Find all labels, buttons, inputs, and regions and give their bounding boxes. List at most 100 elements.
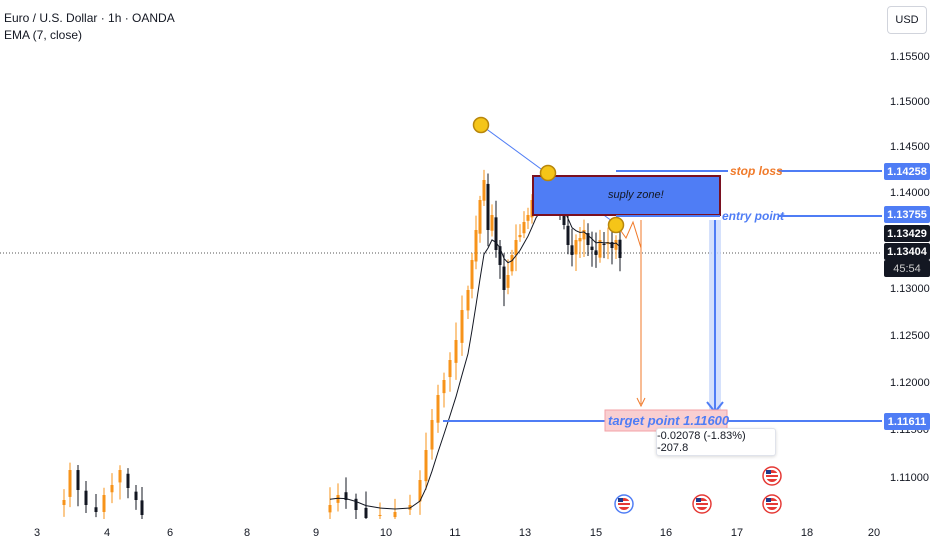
candle-body (94, 507, 98, 512)
supply-zone (532, 175, 721, 216)
time-tick: 8 (243, 527, 251, 539)
time-tick: 18 (800, 527, 814, 539)
supply-zone-label: suply zone! (608, 189, 664, 201)
price-tick: 1.12500 (890, 330, 930, 342)
candle-body (470, 260, 474, 289)
candle-body (618, 239, 622, 258)
indicator-label[interactable]: EMA (7, close) (4, 28, 83, 42)
candle-body (590, 246, 594, 250)
candle-body (494, 217, 498, 250)
price-tick: 1.13000 (890, 283, 930, 295)
candle-body (474, 230, 478, 262)
candle-body (460, 310, 464, 343)
candle-body (502, 266, 506, 290)
price-tick: 1.14000 (890, 187, 930, 199)
us-flag-event-icon[interactable] (762, 466, 782, 486)
candle-body (68, 470, 72, 497)
candle-body (514, 240, 518, 256)
price-tick: 1.15500 (890, 51, 930, 63)
candle-body (602, 243, 606, 245)
candle-body (466, 290, 470, 311)
price-tick: 1.14500 (890, 141, 930, 153)
entry-price-tag: 1.13755 (884, 206, 930, 223)
candle-body (478, 200, 482, 234)
time-axis[interactable]: 3 4 6 8 9 10 11 13 15 16 17 18 20 (0, 520, 880, 550)
candle-body (562, 212, 566, 225)
candle-body (482, 180, 486, 201)
candle-body (610, 242, 614, 248)
candle-body (62, 500, 66, 505)
countdown-tag: 45:54 (884, 260, 930, 277)
candle-body (594, 250, 598, 255)
candle-body (140, 500, 144, 515)
candle-body (518, 235, 522, 238)
time-tick: 17 (730, 527, 744, 539)
candle-body (354, 498, 358, 510)
symbol-title[interactable]: Euro / U.S. Dollar · 1h · OANDA (4, 11, 175, 25)
orange-arrow-head (636, 397, 646, 408)
price-tick: 1.11000 (890, 472, 929, 484)
stop-loss-label: stop loss (730, 164, 783, 178)
candle-body (442, 380, 446, 394)
candle-body (598, 240, 602, 258)
candle-body (418, 480, 422, 502)
candle-body (506, 275, 510, 288)
candle-body (118, 470, 122, 483)
time-tick: 20 (867, 527, 881, 539)
candle-body (614, 240, 618, 250)
target-price-tag: 1.11611 (884, 413, 930, 430)
candle-body (393, 512, 397, 518)
time-tick: 15 (589, 527, 603, 539)
time-tick: 4 (103, 527, 111, 539)
candle-body (84, 490, 88, 505)
candle-body (578, 238, 582, 242)
candle-body (498, 246, 502, 265)
time-tick: 10 (379, 527, 393, 539)
candle-body (586, 233, 590, 245)
candle-body (344, 492, 348, 500)
candle-body (328, 505, 332, 513)
candle-body (378, 515, 382, 516)
candle-body (76, 470, 80, 490)
price-tick: 1.12000 (890, 377, 930, 389)
candle-body (110, 485, 114, 493)
candle-body (448, 360, 452, 378)
time-tick: 9 (312, 527, 320, 539)
entry-marker (607, 216, 625, 234)
stop-loss-price-tag: 1.14258 (884, 163, 930, 180)
last-price-tag: 1.13429 (884, 225, 930, 242)
time-tick: 11 (449, 527, 461, 539)
candle-body (454, 340, 458, 363)
candle-body (486, 183, 490, 230)
us-flag-event-icon[interactable] (692, 494, 712, 514)
chart-header: Euro / U.S. Dollar · 1h · OANDA EMA (7, … (4, 10, 175, 44)
peak-marker (472, 116, 490, 134)
candle-body (582, 230, 586, 240)
price-tick: 1.15000 (890, 96, 930, 108)
candle-body (570, 245, 574, 255)
time-tick: 3 (33, 527, 41, 539)
candle-body (364, 507, 368, 518)
ema-line (329, 199, 621, 510)
candle-body (490, 215, 494, 231)
time-tick: 16 (659, 527, 673, 539)
candle-body (526, 215, 530, 221)
candle-body (424, 450, 428, 482)
price-axis[interactable]: 1.15500 1.15000 1.14500 1.14000 1.13000 … (880, 0, 932, 550)
candles (62, 169, 622, 519)
candle-body (510, 255, 514, 272)
us-flag-event-icon[interactable] (762, 494, 782, 514)
candle-body (566, 225, 570, 245)
candle-body (134, 491, 138, 500)
current-price-tag: 1.13404 (884, 243, 930, 260)
candle-body (336, 495, 340, 503)
time-tick: 13 (518, 527, 532, 539)
measure-tooltip: -0.02078 (-1.83%) -207.8 (656, 428, 776, 456)
currency-button[interactable]: USD (887, 6, 927, 34)
zone-marker (539, 164, 557, 182)
us-flag-event-icon[interactable] (614, 494, 634, 514)
time-tick: 6 (166, 527, 174, 539)
entry-point-label: entry point (722, 209, 784, 223)
candle-body (102, 495, 106, 512)
